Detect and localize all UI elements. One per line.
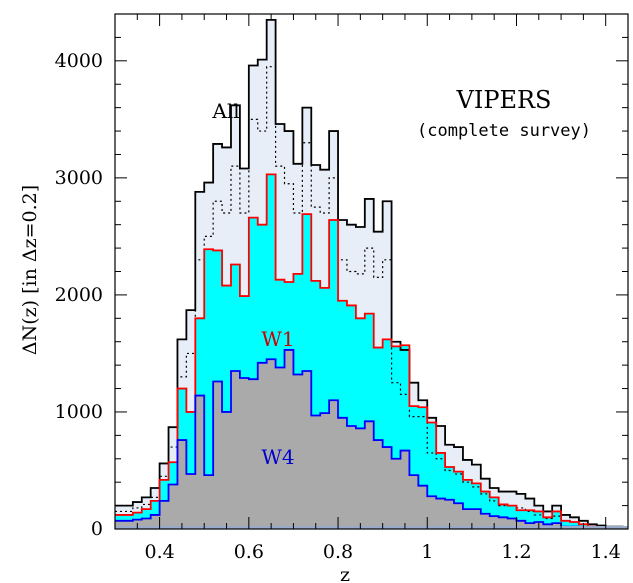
y-tick-label: 3000 bbox=[55, 167, 103, 189]
chart-subtitle: (complete survey) bbox=[417, 121, 591, 141]
series-line-0 bbox=[115, 18, 624, 528]
axis-ticks bbox=[114, 13, 629, 530]
x-tick-label: 0.4 bbox=[144, 541, 174, 563]
series-label-w4: W4 bbox=[261, 445, 294, 469]
axis-tick-labels: 0.4 0.6 0.8 1 1.2 1.4 0 1000 2000 3000 4000 bbox=[55, 50, 621, 563]
x-tick-label: 1.4 bbox=[591, 541, 621, 563]
series-label-all: All bbox=[211, 99, 239, 123]
series-line-1 bbox=[115, 66, 624, 529]
series-line-3 bbox=[115, 349, 624, 530]
y-tick-label: 4000 bbox=[55, 50, 103, 72]
histogram-fills bbox=[115, 19, 624, 529]
x-axis-title: z bbox=[340, 564, 350, 583]
series-line-2 bbox=[115, 173, 624, 529]
y-tick-label: 0 bbox=[91, 518, 103, 540]
x-tick-label: 0.6 bbox=[234, 541, 264, 563]
x-tick-label: 1.2 bbox=[501, 541, 531, 563]
y-tick-label: 1000 bbox=[55, 401, 103, 423]
x-tick-label: 0.8 bbox=[323, 541, 353, 563]
histogram-outlines bbox=[115, 18, 628, 530]
series-fill-3 bbox=[115, 349, 624, 529]
series-label-w1: W1 bbox=[261, 327, 294, 351]
chart-title: VIPERS bbox=[456, 86, 552, 114]
y-tick-label: 2000 bbox=[55, 284, 103, 306]
y-axis-title: ΔN(z) [in Δz=0.2] bbox=[19, 185, 41, 355]
x-tick-label: 1 bbox=[421, 541, 433, 563]
